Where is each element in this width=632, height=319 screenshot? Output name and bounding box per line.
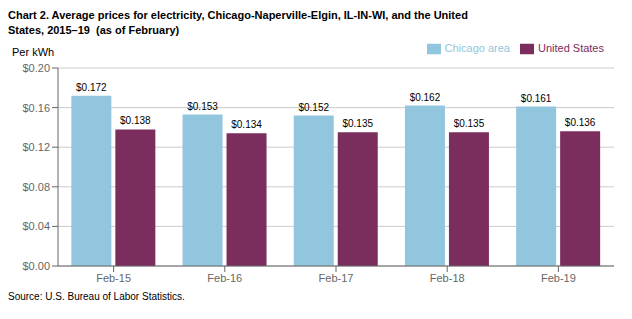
svg-text:$0.20: $0.20 — [22, 62, 50, 74]
svg-text:Feb-15: Feb-15 — [96, 272, 131, 284]
svg-text:$0.135: $0.135 — [342, 118, 373, 129]
html-text:Chart 2. Average prices for el: Chart 2. Average prices for electricity,… — [8, 9, 468, 21]
svg-text:$0.08: $0.08 — [22, 181, 50, 193]
svg-text:$0.162: $0.162 — [410, 92, 441, 103]
svg-text:$0.161: $0.161 — [521, 93, 552, 104]
svg-text:$0.138: $0.138 — [120, 115, 151, 126]
svg-text:$0.152: $0.152 — [298, 102, 329, 113]
html-text:United States: United States — [538, 42, 604, 54]
svg-text:Feb-16: Feb-16 — [207, 272, 242, 284]
html-text:Per kWh: Per kWh — [12, 46, 55, 58]
svg-text:$0.134: $0.134 — [231, 119, 262, 130]
svg-text:$0.04: $0.04 — [22, 220, 50, 232]
svg-text:$0.172: $0.172 — [76, 82, 107, 93]
svg-text:$0.16: $0.16 — [22, 102, 50, 114]
svg-text:$0.12: $0.12 — [22, 141, 50, 153]
html-text:Chicago area: Chicago area — [444, 42, 510, 54]
svg-text:Feb-18: Feb-18 — [430, 272, 465, 284]
html-text:Source: U.S. Bureau of Labor S: Source: U.S. Bureau of Labor Statistics. — [8, 291, 185, 302]
svg-text:$0.00: $0.00 — [22, 260, 50, 272]
svg-text:Feb-19: Feb-19 — [541, 272, 576, 284]
svg-text:$0.136: $0.136 — [565, 117, 596, 128]
html-text:States, 2015–19 (as of Februar: States, 2015–19 (as of February) — [8, 24, 180, 36]
svg-text:$0.135: $0.135 — [454, 118, 485, 129]
svg-text:Feb-17: Feb-17 — [319, 272, 354, 284]
svg-text:$0.153: $0.153 — [187, 101, 218, 112]
